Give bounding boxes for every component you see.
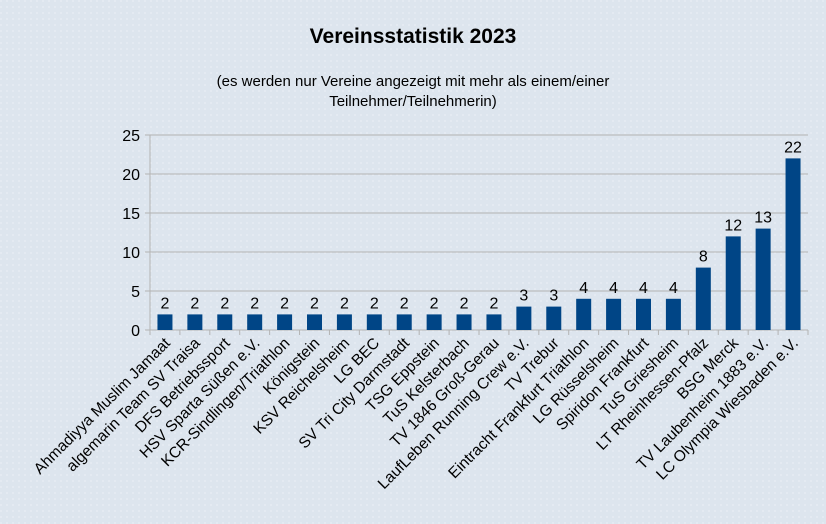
data-label: 2 xyxy=(490,295,499,312)
data-label: 4 xyxy=(639,280,648,297)
data-label: 2 xyxy=(250,295,259,312)
y-tick-label: 0 xyxy=(131,323,140,340)
bar xyxy=(606,298,622,330)
bar xyxy=(366,314,382,330)
data-label: 2 xyxy=(460,295,469,312)
bar xyxy=(307,314,322,330)
data-label: 12 xyxy=(724,217,742,234)
bar xyxy=(636,298,651,330)
data-label: 2 xyxy=(280,295,289,312)
data-label: 22 xyxy=(784,139,802,156)
data-label: 13 xyxy=(754,210,772,227)
bar xyxy=(486,314,502,330)
data-label: 2 xyxy=(161,295,170,312)
data-label: 2 xyxy=(310,295,319,312)
bar xyxy=(546,306,562,330)
y-tick-label: 15 xyxy=(122,206,140,223)
y-tick-label: 20 xyxy=(122,167,140,184)
bar xyxy=(247,314,263,330)
data-label: 4 xyxy=(669,280,678,297)
chart-subtitle-line-1: (es werden nur Vereine angezeigt mit meh… xyxy=(217,73,610,90)
data-label: 4 xyxy=(609,280,618,297)
bar xyxy=(456,314,472,330)
data-label: 8 xyxy=(699,249,708,266)
bar xyxy=(217,314,233,330)
data-label: 2 xyxy=(340,295,349,312)
data-label: 2 xyxy=(190,295,199,312)
bar xyxy=(785,158,801,330)
bar xyxy=(336,314,352,330)
y-tick-label: 25 xyxy=(122,128,140,145)
bar xyxy=(665,298,681,330)
bar xyxy=(755,228,771,330)
data-label: 2 xyxy=(400,295,409,312)
data-label: 4 xyxy=(579,280,588,297)
bar xyxy=(277,314,293,330)
bar xyxy=(396,314,412,330)
chart-title: Vereinsstatistik 2023 xyxy=(310,25,517,48)
data-label: 2 xyxy=(430,295,439,312)
bar xyxy=(516,306,532,330)
data-label: 3 xyxy=(549,288,558,305)
bar xyxy=(187,314,203,330)
bar xyxy=(426,314,442,330)
bar xyxy=(725,236,741,330)
chart-subtitle-line-2: Teilnehmer/Teilnehmerin) xyxy=(329,93,497,110)
bar xyxy=(695,267,711,330)
data-label: 2 xyxy=(220,295,229,312)
bar xyxy=(157,314,173,330)
y-tick-label: 5 xyxy=(131,284,140,301)
bar xyxy=(576,298,592,330)
data-label: 3 xyxy=(519,288,528,305)
y-tick-label: 10 xyxy=(122,245,140,262)
data-label: 2 xyxy=(370,295,379,312)
